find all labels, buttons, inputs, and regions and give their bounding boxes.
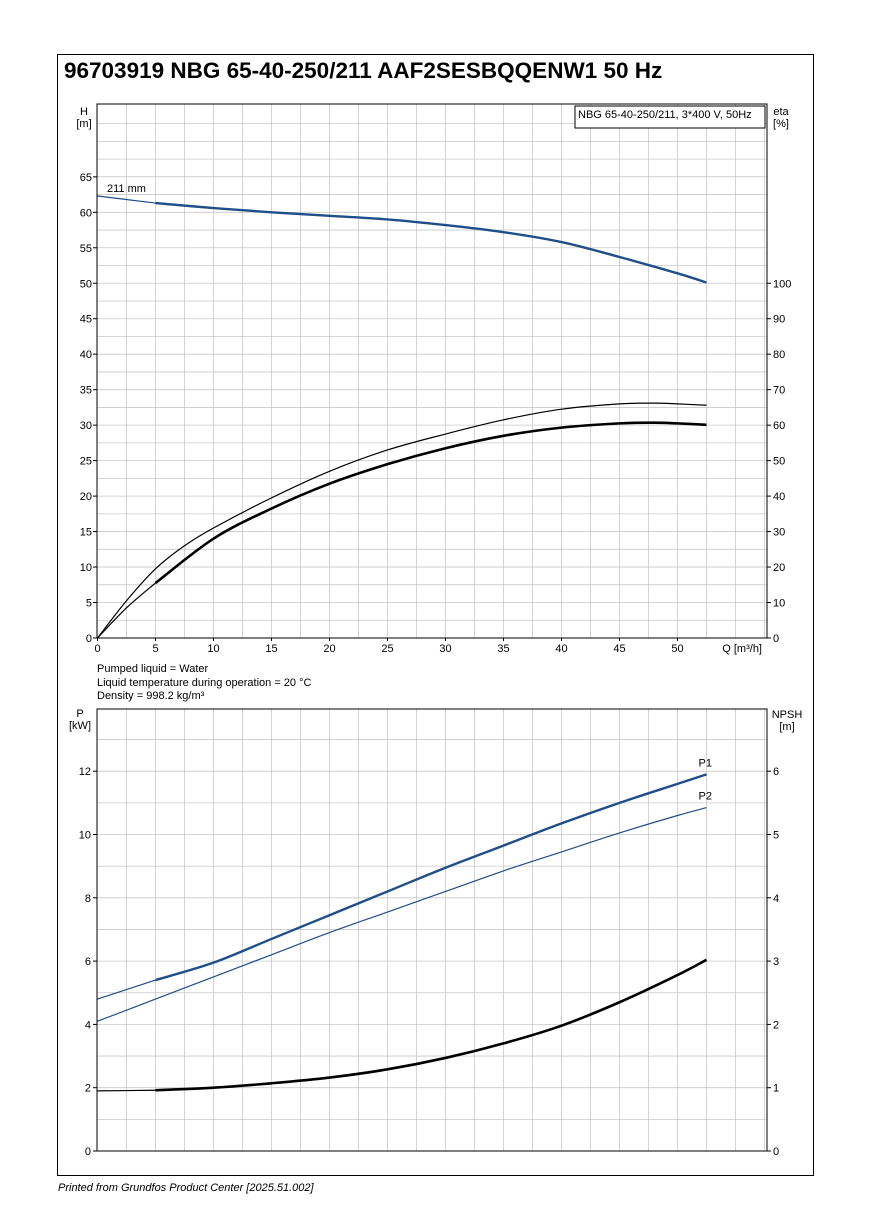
y-tick-label: 6 bbox=[85, 956, 91, 968]
y-tick-label: 10 bbox=[80, 562, 92, 574]
y-tick-label: 20 bbox=[80, 491, 92, 503]
series-line bbox=[97, 195, 156, 204]
y-tick-label: 35 bbox=[80, 385, 92, 397]
x-tick-label: 15 bbox=[265, 643, 277, 655]
y-right-tick-label: 20 bbox=[773, 562, 785, 574]
y-axis-label: P bbox=[76, 708, 83, 720]
y-tick-label: 0 bbox=[85, 1146, 91, 1158]
y-tick-label: 30 bbox=[80, 420, 92, 432]
y-tick-label: 0 bbox=[86, 633, 92, 645]
y-tick-label: 8 bbox=[85, 893, 91, 905]
y-tick-label: 40 bbox=[80, 349, 92, 361]
series-line bbox=[97, 807, 707, 1022]
y-right-tick-label: 6 bbox=[773, 766, 779, 778]
x-tick-label: 45 bbox=[613, 643, 625, 655]
x-tick-label: 40 bbox=[555, 643, 567, 655]
y-axis-label: H bbox=[80, 106, 88, 118]
footer-note: Printed from Grundfos Product Center [20… bbox=[58, 1182, 314, 1194]
impeller-label: 211 mm bbox=[107, 183, 146, 195]
series-line bbox=[155, 958, 708, 1092]
y-right-tick-label: 4 bbox=[773, 893, 779, 905]
y-axis-unit: [m] bbox=[76, 118, 91, 130]
x-tick-label: 35 bbox=[497, 643, 509, 655]
y-right-tick-label: 100 bbox=[773, 278, 791, 290]
series-line bbox=[97, 1089, 156, 1092]
y-right-axis-unit: [%] bbox=[773, 118, 789, 130]
series-line bbox=[155, 201, 707, 284]
y-right-tick-label: 0 bbox=[773, 633, 779, 645]
series-line bbox=[97, 402, 707, 639]
y-right-tick-label: 70 bbox=[773, 385, 785, 397]
y-right-axis-label: eta bbox=[773, 106, 789, 118]
y-tick-label: 10 bbox=[79, 830, 91, 842]
x-tick-label: 5 bbox=[152, 643, 158, 655]
x-tick-label: 25 bbox=[381, 643, 393, 655]
y-right-tick-label: 3 bbox=[773, 956, 779, 968]
series-line bbox=[97, 979, 156, 1000]
y-tick-label: 45 bbox=[80, 314, 92, 326]
y-right-tick-label: 40 bbox=[773, 491, 785, 503]
liquid-info-line: Liquid temperature during operation = 20… bbox=[97, 677, 312, 689]
y-right-tick-label: 90 bbox=[773, 314, 785, 326]
y-right-tick-label: 10 bbox=[773, 598, 785, 610]
series-label: P2 bbox=[699, 791, 712, 803]
y-right-tick-label: 0 bbox=[773, 1146, 779, 1158]
x-tick-label: 0 bbox=[94, 643, 100, 655]
x-tick-label: 30 bbox=[439, 643, 451, 655]
series-line bbox=[154, 421, 707, 585]
y-tick-label: 65 bbox=[80, 172, 92, 184]
liquid-info-line: Pumped liquid = Water bbox=[97, 663, 209, 675]
plot-area-border bbox=[96, 708, 768, 1152]
y-tick-label: 55 bbox=[80, 243, 92, 255]
plot-area-border bbox=[96, 103, 768, 639]
series-label: P1 bbox=[699, 757, 712, 769]
y-tick-label: 5 bbox=[86, 598, 92, 610]
legend-box bbox=[574, 105, 766, 129]
series-line bbox=[155, 773, 707, 982]
y-right-tick-label: 80 bbox=[773, 349, 785, 361]
y-tick-label: 4 bbox=[85, 1019, 91, 1031]
y-right-tick-label: 50 bbox=[773, 456, 785, 468]
y-tick-label: 12 bbox=[79, 766, 91, 778]
y-tick-label: 15 bbox=[80, 527, 92, 539]
x-tick-label: 50 bbox=[671, 643, 683, 655]
x-axis-label: Q [m³/h] bbox=[722, 643, 762, 655]
y-right-tick-label: 60 bbox=[773, 420, 785, 432]
y-tick-label: 60 bbox=[80, 207, 92, 219]
y-right-tick-label: 5 bbox=[773, 830, 779, 842]
chart-frame bbox=[57, 54, 814, 1176]
page-title: 96703919 NBG 65-40-250/211 AAF2SESBQQENW… bbox=[64, 58, 663, 83]
y-right-tick-label: 1 bbox=[773, 1083, 779, 1095]
y-right-tick-label: 2 bbox=[773, 1019, 779, 1031]
y-right-axis-label: NPSH bbox=[772, 709, 803, 721]
y-tick-label: 2 bbox=[85, 1083, 91, 1095]
y-tick-label: 50 bbox=[80, 278, 92, 290]
liquid-info-line: Density = 998.2 kg/m³ bbox=[97, 690, 205, 702]
y-right-axis-unit: [m] bbox=[779, 721, 794, 733]
y-tick-label: 25 bbox=[80, 456, 92, 468]
x-tick-label: 10 bbox=[207, 643, 219, 655]
y-right-tick-label: 30 bbox=[773, 527, 785, 539]
x-tick-label: 20 bbox=[323, 643, 335, 655]
y-axis-unit: [kW] bbox=[69, 720, 91, 732]
legend-box-text: NBG 65-40-250/211, 3*400 V, 50Hz bbox=[578, 109, 752, 121]
series-line bbox=[97, 582, 156, 639]
